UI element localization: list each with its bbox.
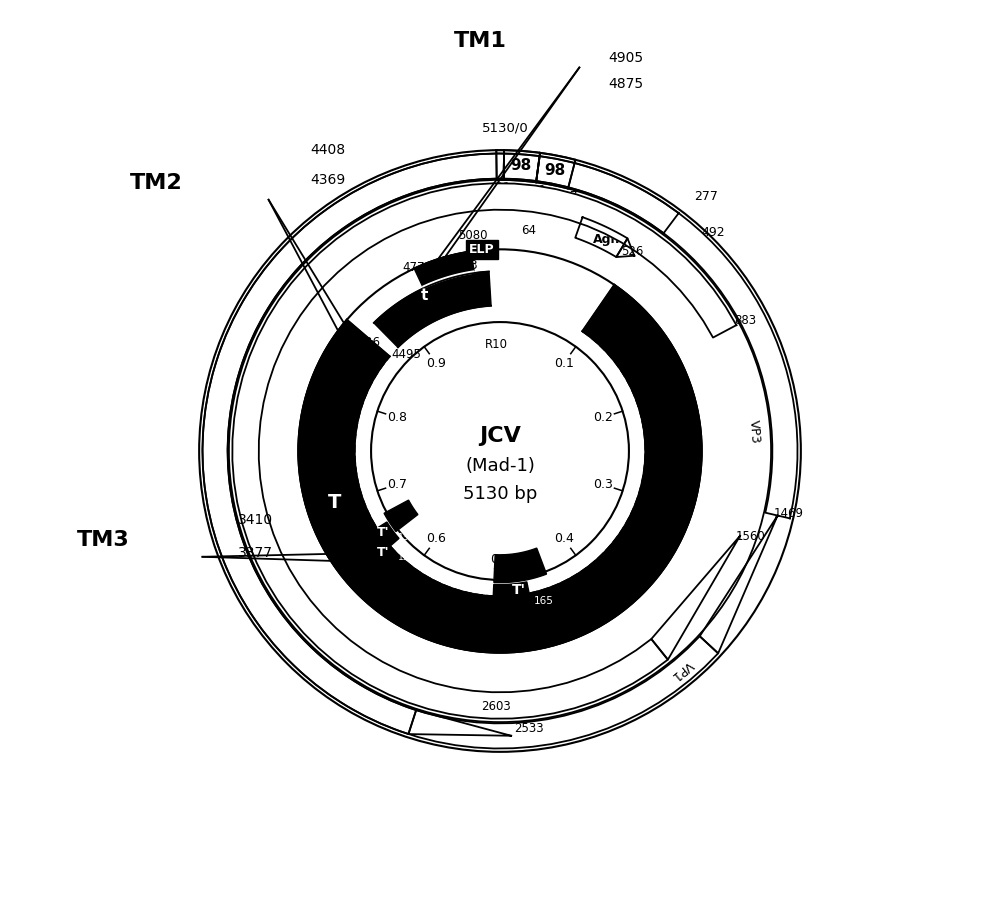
- Text: 4426: 4426: [350, 336, 380, 349]
- Text: 135: 135: [398, 533, 415, 542]
- Text: 526: 526: [621, 245, 644, 258]
- Polygon shape: [298, 285, 702, 653]
- Text: JCV: JCV: [479, 427, 521, 446]
- Text: 5130 bp: 5130 bp: [463, 485, 537, 503]
- Text: 4905: 4905: [608, 51, 643, 65]
- Text: 0.4: 0.4: [554, 532, 574, 545]
- Text: 207: 207: [554, 189, 578, 203]
- Text: 3377: 3377: [238, 547, 273, 560]
- Polygon shape: [408, 710, 511, 736]
- Text: 0.5: 0.5: [490, 553, 510, 566]
- Text: (Mad-1): (Mad-1): [465, 456, 535, 474]
- Text: 0.7: 0.7: [387, 478, 407, 491]
- Polygon shape: [374, 272, 491, 347]
- Text: TM3: TM3: [77, 530, 130, 550]
- Text: 4408: 4408: [311, 143, 346, 157]
- Text: 109: 109: [523, 184, 547, 197]
- Text: 0.1: 0.1: [554, 357, 574, 370]
- Polygon shape: [651, 536, 740, 659]
- Polygon shape: [232, 183, 736, 719]
- Text: 4875: 4875: [608, 77, 643, 91]
- Polygon shape: [423, 271, 474, 289]
- Text: 1469: 1469: [774, 508, 804, 520]
- Text: T': T': [377, 546, 389, 558]
- Text: 64: 64: [521, 224, 536, 236]
- Text: 5080: 5080: [458, 229, 487, 243]
- Text: 98: 98: [544, 163, 566, 178]
- Text: VP3: VP3: [746, 419, 761, 445]
- Text: 0.8: 0.8: [387, 411, 407, 424]
- Polygon shape: [495, 555, 502, 583]
- Polygon shape: [414, 252, 476, 299]
- Text: 883: 883: [734, 314, 756, 327]
- Polygon shape: [575, 217, 628, 257]
- Text: 11: 11: [496, 181, 511, 194]
- Polygon shape: [493, 584, 503, 613]
- Polygon shape: [700, 516, 778, 653]
- Text: 5130/0: 5130/0: [482, 122, 529, 135]
- Text: R10: R10: [485, 338, 508, 351]
- Text: 4369: 4369: [310, 173, 346, 187]
- Text: 277: 277: [694, 190, 718, 203]
- Text: 0.3: 0.3: [593, 478, 613, 491]
- Text: 4495: 4495: [392, 348, 422, 362]
- Text: TM1: TM1: [454, 31, 507, 51]
- Text: 4771: 4771: [403, 262, 433, 274]
- Text: 5013: 5013: [448, 259, 478, 272]
- Text: VP2: VP2: [758, 340, 778, 367]
- Polygon shape: [492, 582, 533, 613]
- Text: Agno: Agno: [593, 234, 629, 246]
- Text: TM2: TM2: [130, 173, 183, 193]
- Text: 0.6: 0.6: [426, 532, 446, 545]
- Polygon shape: [384, 500, 418, 531]
- Text: ELP: ELP: [469, 244, 495, 256]
- Polygon shape: [202, 153, 718, 749]
- Text: 98: 98: [510, 159, 532, 173]
- Text: T': T': [512, 584, 526, 597]
- Polygon shape: [367, 522, 399, 554]
- Text: T: T: [328, 493, 341, 512]
- Text: T': T': [367, 329, 381, 343]
- Polygon shape: [496, 150, 504, 179]
- Text: 165: 165: [534, 596, 554, 606]
- Text: T': T': [377, 527, 389, 539]
- Text: 2603: 2603: [481, 700, 511, 713]
- Text: t: t: [420, 288, 428, 303]
- Text: 492: 492: [702, 226, 725, 239]
- Polygon shape: [202, 153, 797, 734]
- Polygon shape: [616, 238, 634, 257]
- Text: VP1: VP1: [668, 658, 695, 683]
- Polygon shape: [494, 548, 547, 583]
- Polygon shape: [504, 151, 540, 182]
- Text: 0.2: 0.2: [593, 411, 613, 424]
- Polygon shape: [536, 152, 575, 189]
- Text: 3410: 3410: [238, 513, 273, 528]
- Text: 136: 136: [398, 553, 415, 562]
- Text: 1560: 1560: [735, 529, 765, 543]
- Text: 0.9: 0.9: [426, 357, 446, 370]
- Text: 2533: 2533: [514, 722, 544, 735]
